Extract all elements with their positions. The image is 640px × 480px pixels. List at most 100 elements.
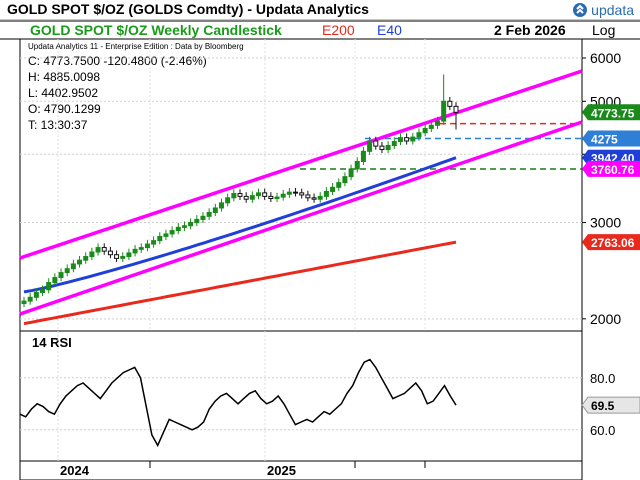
candle-body	[336, 182, 342, 188]
candle-body	[256, 192, 262, 197]
price-tick-label: 6000	[590, 50, 621, 66]
candle-body	[157, 235, 163, 242]
moving-averages	[23, 156, 457, 326]
candle-body	[107, 250, 113, 256]
value-tag-label: 4275	[591, 132, 618, 146]
value-tag	[582, 130, 640, 147]
candle-body	[379, 145, 385, 151]
y-scale-label: Log	[592, 22, 615, 38]
candle-body	[231, 193, 237, 199]
candle-body	[434, 120, 440, 126]
candle-body	[206, 211, 212, 217]
candle-body	[175, 226, 181, 232]
brand-text: updata	[591, 1, 634, 18]
candle-body	[151, 240, 157, 245]
candle-body	[144, 243, 150, 249]
rsi-tick-label: 80.0	[590, 371, 615, 386]
candle-body	[243, 195, 249, 200]
rsi-value-tag	[581, 396, 640, 414]
candle-body	[330, 186, 336, 192]
candle-body	[385, 145, 391, 151]
candle-body	[360, 150, 366, 162]
value-tag	[582, 234, 640, 251]
candle-body	[453, 105, 459, 113]
candle-body	[52, 277, 58, 284]
candle-body	[181, 225, 187, 228]
candle-body	[416, 132, 422, 138]
value-tag-label: 4773.75	[591, 106, 635, 120]
rsi-line-group	[19, 358, 457, 448]
candle-body	[169, 230, 175, 235]
candle-body	[200, 215, 206, 220]
candle-body	[40, 289, 46, 293]
rsi-title: 14 RSI	[32, 335, 72, 350]
candles	[21, 74, 459, 308]
candle-body	[89, 251, 95, 258]
candle-body	[274, 196, 280, 199]
candle-body	[354, 160, 360, 170]
candle-body	[70, 263, 76, 270]
candle-body	[268, 195, 274, 199]
candle-body	[404, 137, 410, 142]
rsi-value-label: 69.5	[591, 399, 615, 413]
candle-body	[373, 140, 379, 147]
value-tag	[582, 104, 640, 121]
candle-body	[83, 256, 89, 261]
rsi-tick-label: 60.0	[590, 423, 615, 438]
high-readout: H: 4885.0098	[28, 70, 100, 84]
candle-body	[58, 272, 64, 279]
candle-body	[120, 256, 126, 259]
candle-body	[397, 137, 403, 143]
candle-body	[64, 268, 70, 274]
candle-body	[27, 296, 33, 302]
value-tag-label: 3760.76	[591, 163, 635, 177]
candle-body	[299, 192, 305, 196]
candle-body	[101, 247, 107, 252]
candle-body	[163, 233, 169, 237]
low-readout: L: 4402.9502	[28, 86, 98, 100]
value-tag-label: 2763.06	[591, 236, 635, 250]
title-bar: GOLD SPOT $/OZ (GOLDS Comdty) - Updata A…	[0, 0, 640, 20]
candle-body	[391, 141, 397, 147]
candle-body	[138, 247, 144, 250]
candle-body	[311, 197, 317, 200]
candle-body	[249, 195, 255, 200]
candle-body	[218, 202, 224, 209]
candle-body	[212, 207, 218, 213]
candle-body	[114, 254, 120, 259]
rsi-grid	[20, 331, 582, 461]
candle-body	[132, 248, 138, 254]
candle-body	[77, 259, 83, 265]
channel-upper	[19, 69, 583, 260]
x-tick-label: 2024	[60, 463, 90, 478]
chart-date: 2 Feb 2026	[494, 22, 566, 38]
candle-body	[262, 192, 268, 197]
candle-body	[367, 140, 373, 152]
rsi-panel[interactable]	[19, 330, 583, 462]
candle-body	[305, 194, 311, 199]
candle-body	[422, 127, 428, 134]
candle-body	[317, 195, 323, 200]
candle-body	[323, 190, 329, 197]
candle-body	[126, 252, 132, 258]
candle-body	[293, 191, 299, 194]
updata-logo-icon	[573, 2, 588, 17]
candle-body	[342, 176, 348, 184]
e40-legend: E40	[377, 22, 402, 38]
candle-body	[348, 168, 354, 178]
candle-body	[280, 193, 286, 198]
rsi-line	[19, 358, 457, 448]
candle-body	[194, 218, 200, 224]
candle-body	[237, 193, 243, 197]
price-tick-label: 3000	[590, 215, 621, 231]
e200-line	[23, 240, 457, 326]
price-tick-label: 2000	[590, 311, 621, 327]
time-axis	[19, 460, 583, 480]
candle-body	[441, 100, 447, 122]
edition-text: Updata Analytics 11 - Enterprise Edition…	[28, 42, 244, 51]
chart-title: GOLD SPOT $/OZ Weekly Candlestick	[30, 22, 282, 38]
close-readout: C: 4773.7500 -120.4800 (-2.46%)	[28, 54, 207, 68]
price-panel[interactable]	[19, 38, 583, 332]
